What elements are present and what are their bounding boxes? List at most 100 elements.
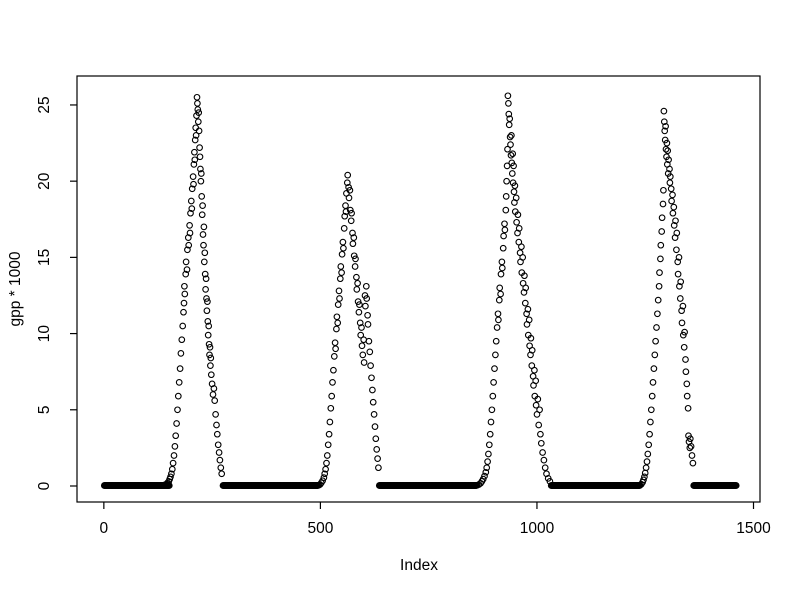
data-point — [532, 377, 540, 385]
data-point — [503, 162, 511, 170]
data-point — [195, 109, 203, 116]
data-point — [662, 145, 670, 153]
data-point — [375, 464, 382, 472]
data-point — [196, 144, 203, 151]
data-point — [354, 279, 361, 287]
y-tick-label: 10 — [36, 325, 53, 343]
data-point — [321, 470, 329, 478]
data-point — [513, 218, 520, 226]
data-point — [330, 366, 337, 374]
data-point — [350, 234, 358, 241]
data-point — [174, 406, 181, 414]
data-point — [210, 385, 218, 392]
data-point — [188, 185, 196, 193]
data-point — [180, 299, 188, 307]
data-point — [492, 351, 499, 359]
data-point — [168, 465, 176, 473]
data-point — [203, 295, 210, 302]
data-point — [660, 118, 668, 126]
data-point — [644, 450, 652, 458]
data-point — [359, 351, 367, 359]
data-point — [326, 418, 334, 426]
data-point — [656, 269, 663, 276]
data-point — [640, 476, 647, 484]
data-point — [362, 282, 370, 290]
data-point — [173, 420, 180, 427]
data-point — [670, 203, 678, 211]
data-point — [647, 406, 655, 414]
data-point — [501, 220, 508, 228]
data-point — [653, 324, 660, 331]
data-point — [363, 295, 371, 302]
data-point — [191, 136, 199, 144]
data-point — [194, 118, 202, 126]
data-point — [333, 325, 340, 333]
data-point — [654, 296, 662, 304]
x-tick-label: 500 — [307, 520, 333, 537]
data-point — [320, 474, 328, 481]
data-point — [197, 170, 205, 177]
data-point — [492, 337, 500, 345]
data-point — [177, 350, 185, 357]
data-point — [204, 331, 212, 339]
data-point — [205, 340, 213, 348]
data-point — [525, 316, 533, 324]
data-point — [327, 404, 335, 412]
data-point — [206, 343, 214, 351]
data-point — [540, 456, 548, 464]
data-point — [497, 290, 504, 298]
data-point — [679, 331, 687, 339]
data-point — [501, 226, 509, 234]
data-point — [532, 401, 540, 409]
data-point — [331, 339, 339, 347]
x-tick-label: 1500 — [736, 520, 771, 537]
data-point — [174, 392, 182, 400]
data-point — [216, 456, 224, 464]
data-point — [541, 464, 549, 472]
data-point — [666, 173, 674, 180]
data-point — [678, 319, 686, 327]
data-point — [651, 351, 659, 359]
data-point — [670, 222, 678, 229]
data-point — [335, 287, 343, 295]
data-point — [200, 223, 208, 231]
data-point — [511, 182, 519, 190]
data-point — [662, 122, 669, 130]
data-point — [661, 127, 669, 135]
data-point — [505, 121, 513, 129]
y-tick-label: 25 — [36, 96, 53, 113]
data-point — [689, 459, 697, 467]
data-point — [518, 243, 525, 251]
data-point — [215, 449, 223, 456]
data-point — [348, 209, 355, 217]
data-point — [665, 156, 672, 164]
data-point — [191, 148, 198, 156]
data-point — [339, 238, 347, 246]
data-point — [488, 406, 496, 414]
data-point — [495, 316, 502, 324]
data-point — [202, 275, 210, 283]
data-point — [659, 200, 667, 208]
data-point — [338, 269, 345, 276]
data-point — [643, 458, 651, 465]
data-point — [495, 296, 503, 304]
data-point — [319, 477, 326, 485]
data-point — [325, 430, 333, 438]
data-point — [169, 459, 177, 467]
data-point — [654, 310, 661, 318]
data-point — [200, 258, 208, 266]
data-point — [181, 290, 189, 298]
data-point — [498, 258, 506, 266]
data-point — [524, 305, 532, 313]
data-point — [183, 266, 191, 273]
data-point — [660, 107, 668, 115]
data-point — [355, 308, 363, 316]
data-point — [372, 435, 380, 443]
data-point — [180, 308, 187, 316]
data-point — [485, 441, 493, 449]
data-point — [178, 336, 186, 344]
data-point — [205, 322, 213, 330]
data-point — [510, 188, 518, 196]
data-point — [489, 392, 497, 400]
